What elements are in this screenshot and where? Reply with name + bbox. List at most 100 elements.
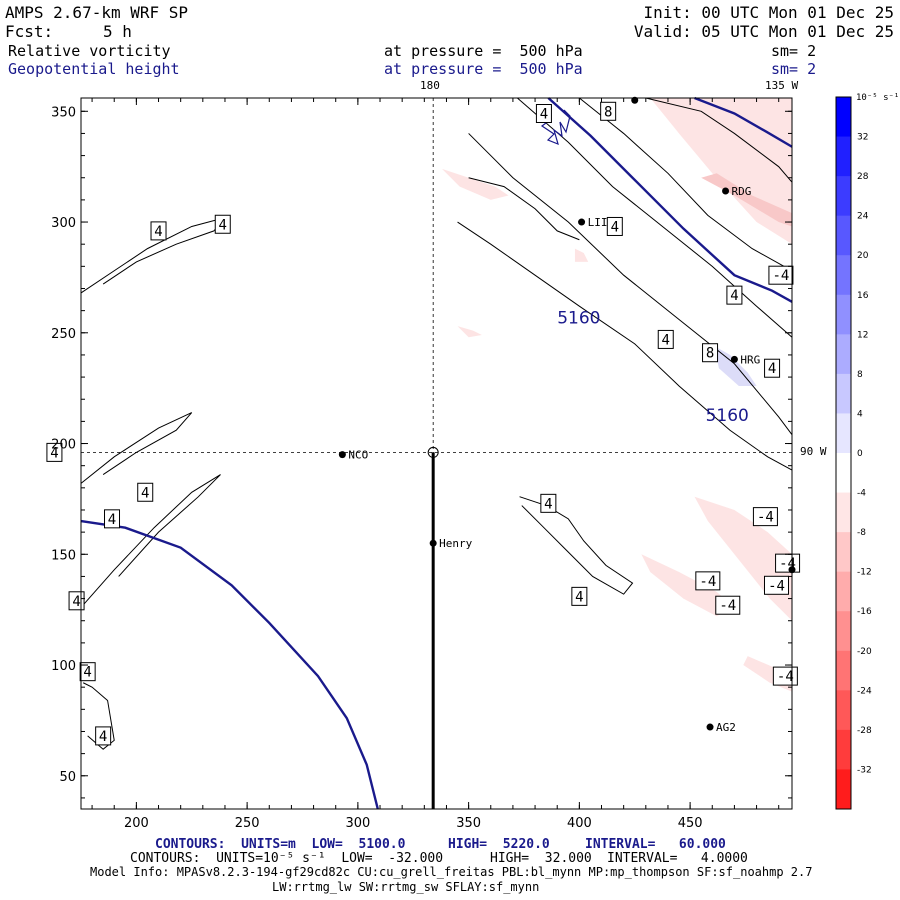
vorticity-label-box-21 xyxy=(763,575,789,595)
vorticity-label-14: 8 xyxy=(706,346,714,362)
colorbar-segment-8 xyxy=(836,413,851,454)
colorbar-frame xyxy=(835,96,852,810)
colorbar-tick-5: 16 xyxy=(857,291,869,301)
colorbar-segment-11 xyxy=(836,532,851,573)
height-contour-label-b: 5160 xyxy=(706,406,749,426)
vorticity-label-box-3 xyxy=(137,482,154,502)
colorbar-segment-4 xyxy=(836,255,851,296)
vorticity-label-5: 4 xyxy=(72,594,80,610)
vorticity-label-21: -4 xyxy=(768,578,785,594)
colorbar-tick-15: -24 xyxy=(857,686,872,696)
y-tick-label-50: 50 xyxy=(59,770,76,785)
vorticity-label-box-16 xyxy=(540,493,557,513)
colorbar-segment-14 xyxy=(836,650,851,691)
fcst-label: Fcst: xyxy=(5,22,54,41)
model-title: AMPS 2.67-km WRF SP xyxy=(5,3,189,22)
vorticity-contour-5 xyxy=(645,97,793,183)
y-tick-label-300: 300 xyxy=(51,216,76,231)
field1-smoothing: sm= 2 xyxy=(771,42,817,60)
station-dot-henry xyxy=(429,539,437,547)
vorticity-label-16: 4 xyxy=(544,496,552,512)
x-tick-label-300: 300 xyxy=(345,816,370,831)
vorticity-label-18: -4 xyxy=(757,510,774,526)
lon-label-135w: 135 W xyxy=(765,79,799,92)
vorticity-label-box-2 xyxy=(46,442,63,462)
vorticity-label-22: -4 xyxy=(719,598,736,614)
init-time: Init: 00 UTC Mon 01 Dec 25 xyxy=(643,3,894,22)
vorticity-contour-9 xyxy=(457,221,793,471)
vorticity-label-9: 8 xyxy=(604,104,612,120)
vorticity-label-box-9 xyxy=(600,101,617,121)
colorbar-tick-9: 0 xyxy=(857,449,863,459)
footer-vort-high: HIGH= 32.000 xyxy=(490,851,592,866)
x-tick-label-250: 250 xyxy=(235,816,260,831)
vorticity-label-3: 4 xyxy=(141,485,149,501)
vorticity-shading-3 xyxy=(641,554,735,617)
vorticity-label-1: 4 xyxy=(219,217,227,233)
vorticity-label-12: 4 xyxy=(730,288,738,304)
colorbar-tick-4: 20 xyxy=(857,251,869,261)
vorticity-label-box-1 xyxy=(214,214,231,234)
vorticity-label-box-11 xyxy=(768,265,794,285)
vorticity-label-10: 4 xyxy=(611,219,619,235)
field1-name: Relative vorticity xyxy=(8,42,171,60)
y-tick-label-350: 350 xyxy=(51,105,76,120)
lon-label-180: 180 xyxy=(420,79,440,92)
vorticity-shading-7 xyxy=(574,248,589,262)
colorbar-segment-12 xyxy=(836,571,851,612)
y-tick-label-250: 250 xyxy=(51,327,76,342)
vorticity-label-box-12 xyxy=(726,285,743,305)
vorticity-label-11: -4 xyxy=(772,268,789,284)
vorticity-label-23: -4 xyxy=(777,669,794,685)
vorticity-label-box-7 xyxy=(95,726,112,746)
colorbar-tick-14: -20 xyxy=(857,647,872,657)
valid-time: Valid: 05 UTC Mon 01 Dec 25 xyxy=(633,22,894,41)
colorbar-segment-9 xyxy=(836,453,851,494)
vorticity-label-box-5 xyxy=(68,591,85,611)
vorticity-label-box-17 xyxy=(571,586,588,606)
vorticity-shading-1 xyxy=(701,173,792,227)
colorbar-segment-2 xyxy=(836,176,851,217)
colorbar-tick-12: -12 xyxy=(857,568,872,578)
vorticity-label-box-22 xyxy=(715,595,741,615)
colorbar-tick-10: -4 xyxy=(857,489,866,499)
vorticity-cluster xyxy=(539,107,571,146)
vorticity-label-box-14 xyxy=(702,343,719,363)
x-tick-label-400: 400 xyxy=(567,816,592,831)
vorticity-contour-10 xyxy=(468,177,580,241)
vorticity-label-box-10 xyxy=(606,216,623,236)
height-contour-1 xyxy=(80,519,379,810)
vorticity-label-20: -4 xyxy=(699,574,716,590)
pole-marker xyxy=(427,446,439,458)
colorbar-tick-7: 8 xyxy=(857,370,863,380)
vorticity-contour-7 xyxy=(517,97,793,338)
station-label-nco: NCO xyxy=(348,449,368,462)
station-label-rdg: RDG xyxy=(732,185,752,198)
colorbar-segment-0 xyxy=(836,97,851,138)
vorticity-contour-3 xyxy=(82,682,115,750)
vorticity-label-box-13 xyxy=(657,329,674,349)
station-label-lii: LII xyxy=(588,216,608,229)
plot-background xyxy=(81,98,792,809)
height-contour-0 xyxy=(547,97,793,303)
vorticity-contour-4 xyxy=(519,496,634,595)
colorbar-segment-7 xyxy=(836,373,851,414)
colorbar-segment-6 xyxy=(836,334,851,375)
vorticity-label-box-6 xyxy=(79,662,96,682)
vorticity-shading-6 xyxy=(442,168,509,200)
footer-vort-contours: CONTOURS: UNITS=10⁻⁵ s⁻¹ LOW= -32.000 xyxy=(130,851,444,866)
colorbar-tick-16: -28 xyxy=(857,726,872,736)
vorticity-shading-8 xyxy=(457,326,482,338)
vorticity-label-box-8 xyxy=(535,104,552,124)
lon-label-90w: 90 W xyxy=(800,445,827,458)
x-tick-label-350: 350 xyxy=(456,816,481,831)
vorticity-contour-8 xyxy=(468,133,793,435)
y-tick-label-150: 150 xyxy=(51,548,76,563)
footer-height-high: HIGH= 5220.0 xyxy=(448,837,550,852)
y-tick-label-100: 100 xyxy=(51,659,76,674)
colorbar-tick-8: 4 xyxy=(857,409,863,419)
station-dot-nco xyxy=(338,451,346,459)
vorticity-label-box-23 xyxy=(772,666,798,686)
colorbar-segment-13 xyxy=(836,611,851,652)
